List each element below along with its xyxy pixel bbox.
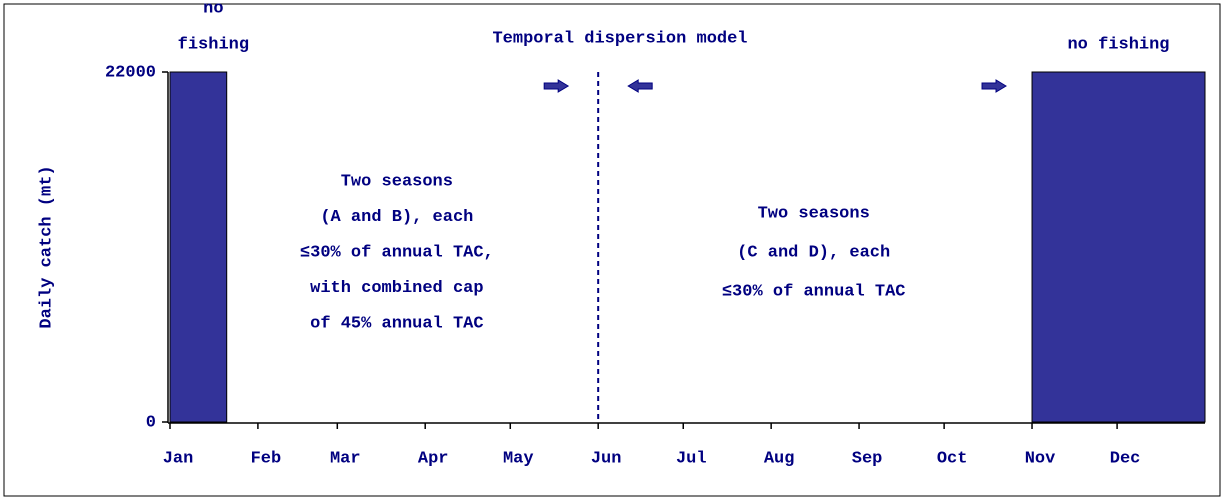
frame bbox=[3, 3, 1221, 497]
x-tick-label: Jul bbox=[676, 449, 707, 468]
chart-title: Temporal dispersion model bbox=[492, 29, 747, 48]
bar bbox=[169, 71, 228, 423]
x-tick-label: Sep bbox=[852, 449, 883, 468]
arrow bbox=[627, 79, 653, 93]
y-tick-label: 0 bbox=[146, 413, 156, 432]
annotation: Two seasons bbox=[341, 172, 453, 191]
x-tick-label: Oct bbox=[937, 449, 968, 468]
x-tick-label: Jun bbox=[591, 449, 622, 468]
annotation: (A and B), each bbox=[320, 208, 473, 227]
arrow bbox=[981, 79, 1008, 93]
annotation: of 45% annual TAC bbox=[310, 314, 483, 333]
bar-label: fishing bbox=[178, 35, 249, 54]
bar bbox=[1031, 71, 1206, 423]
x-tick-label: Apr bbox=[418, 449, 449, 468]
annotation: ≤30% of annual TAC, bbox=[300, 243, 494, 262]
y-tick-label: 22000 bbox=[105, 63, 156, 82]
x-tick-label: Dec bbox=[1110, 449, 1141, 468]
annotation: Two seasons bbox=[758, 204, 870, 223]
arrow bbox=[543, 79, 570, 93]
x-tick-label: Jan bbox=[163, 449, 194, 468]
annotation: with combined cap bbox=[310, 279, 483, 298]
y-axis-label: Daily catch (mt) bbox=[37, 165, 56, 328]
x-tick-label: Mar bbox=[330, 449, 361, 468]
bar-label: no fishing bbox=[1067, 35, 1169, 54]
x-tick-label: Feb bbox=[251, 449, 282, 468]
x-tick-label: May bbox=[503, 449, 534, 468]
x-tick-label: Aug bbox=[764, 449, 795, 468]
bar-label: no bbox=[203, 0, 223, 18]
annotation: ≤30% of annual TAC bbox=[722, 282, 906, 301]
annotation: (C and D), each bbox=[737, 243, 890, 262]
x-tick-label: Nov bbox=[1025, 449, 1056, 468]
